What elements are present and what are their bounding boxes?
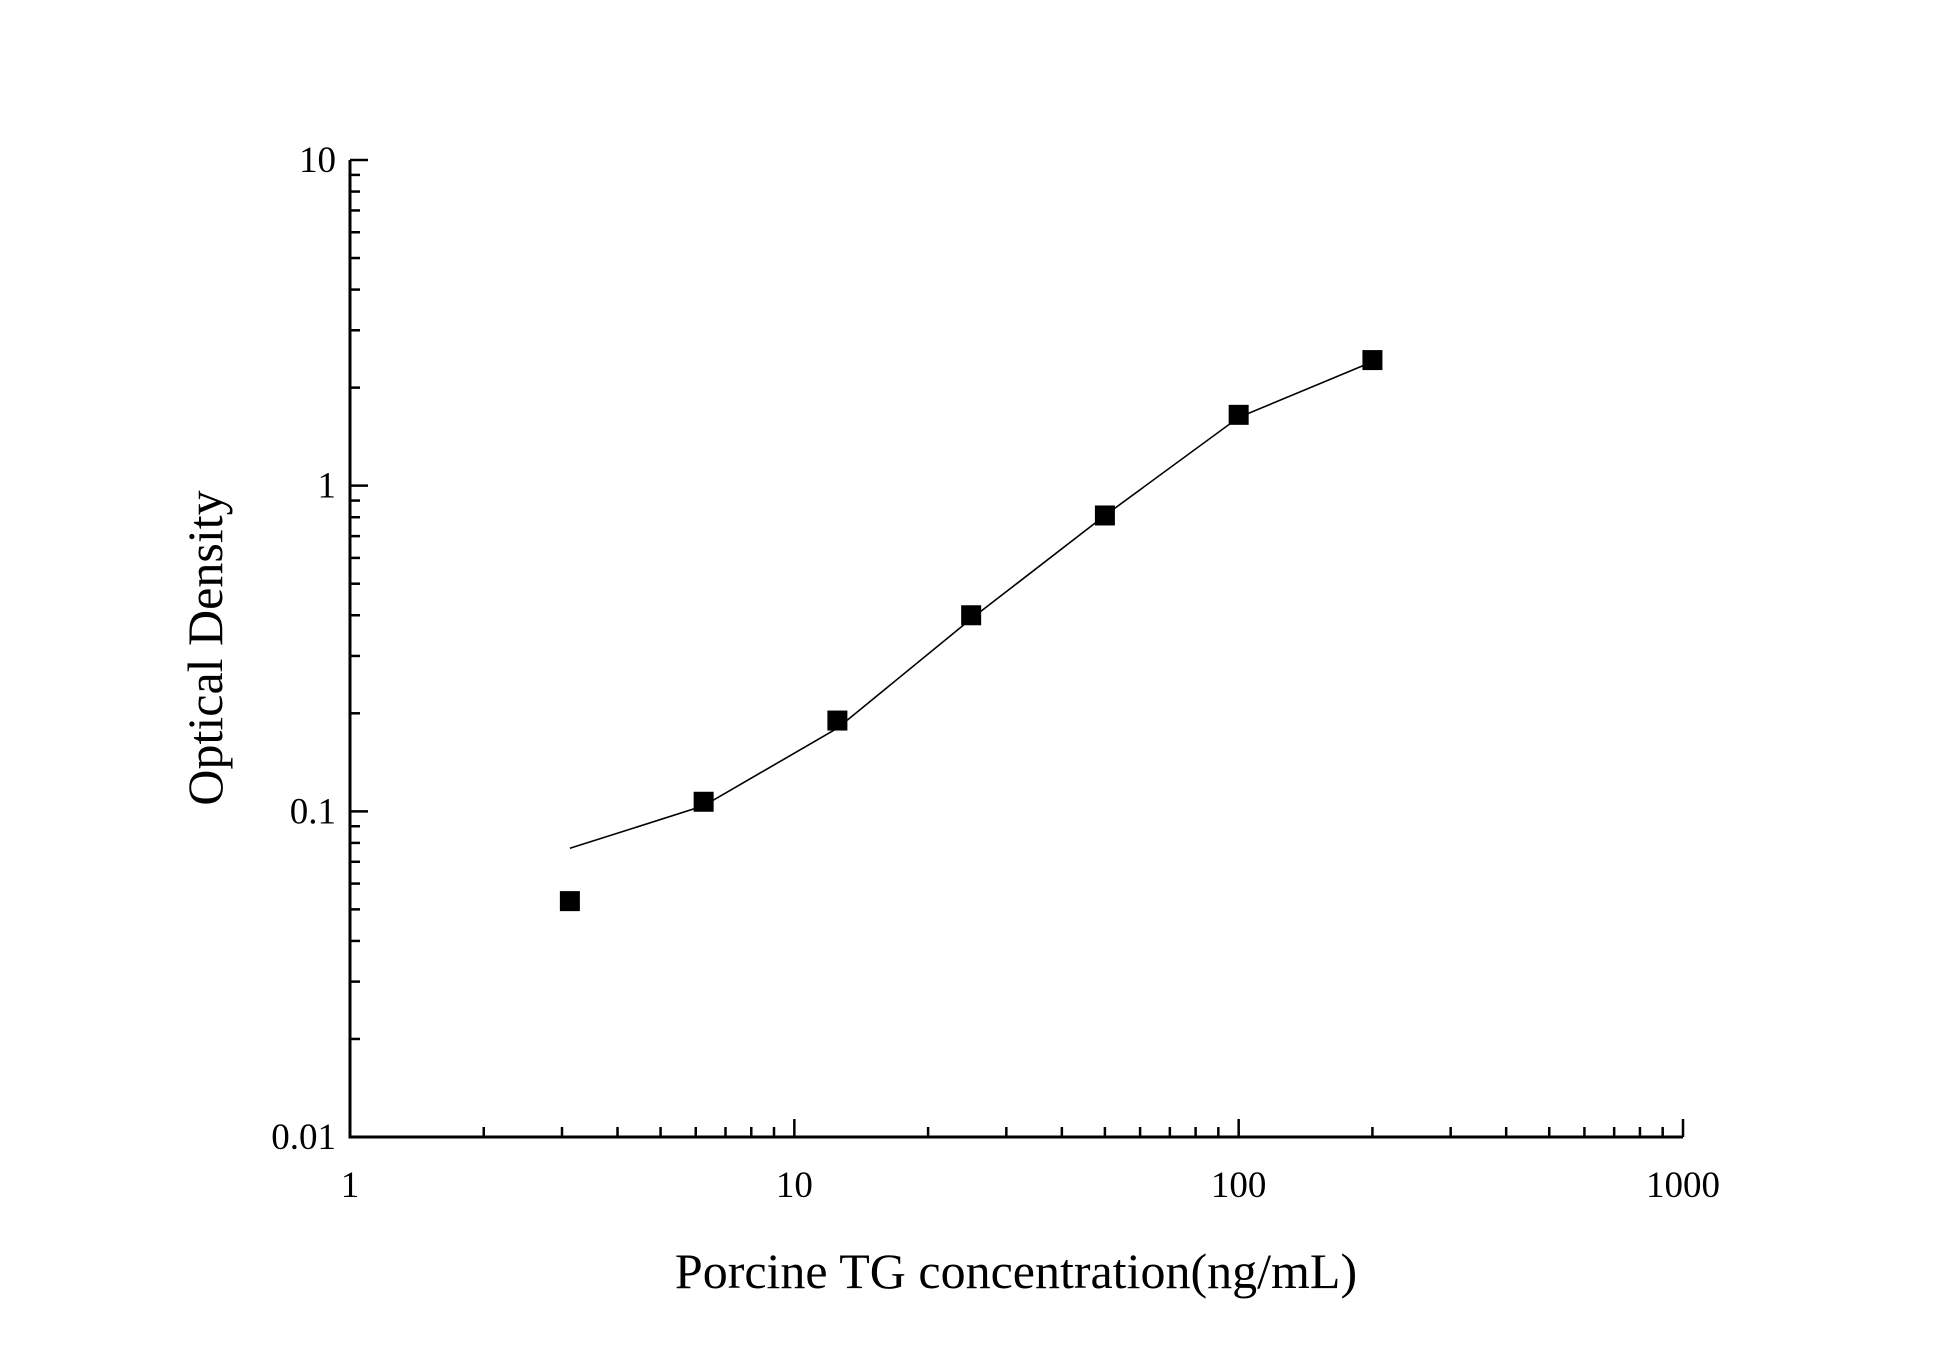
fit-curve-group (569, 361, 1373, 850)
data-point (1228, 404, 1249, 425)
x-tick-label: 1 (341, 1165, 360, 1206)
x-axis-label: Porcine TG concentration(ng/mL) (675, 1243, 1357, 1299)
ticks: 1 10 100 1000 0.01 0.1 1 10 (271, 140, 1720, 1206)
y-axis-label: Optical Density (177, 490, 233, 805)
fit-curve (569, 361, 1373, 850)
x-tick-label: 1000 (1646, 1165, 1720, 1206)
axes (348, 160, 1683, 1139)
y-tick-label: 10 (299, 140, 336, 181)
data-point (1362, 350, 1383, 371)
x-tick-label: 10 (776, 1165, 813, 1206)
data-points (559, 350, 1383, 912)
y-tick-label: 0.01 (271, 1117, 336, 1158)
y-tick-label: 1 (318, 466, 337, 507)
data-point (961, 605, 982, 626)
data-point (559, 891, 580, 912)
y-tick-label: 0.1 (290, 791, 336, 832)
data-point (827, 710, 848, 731)
x-tick-label: 100 (1211, 1165, 1267, 1206)
data-point (693, 791, 714, 812)
data-point (1094, 505, 1115, 526)
